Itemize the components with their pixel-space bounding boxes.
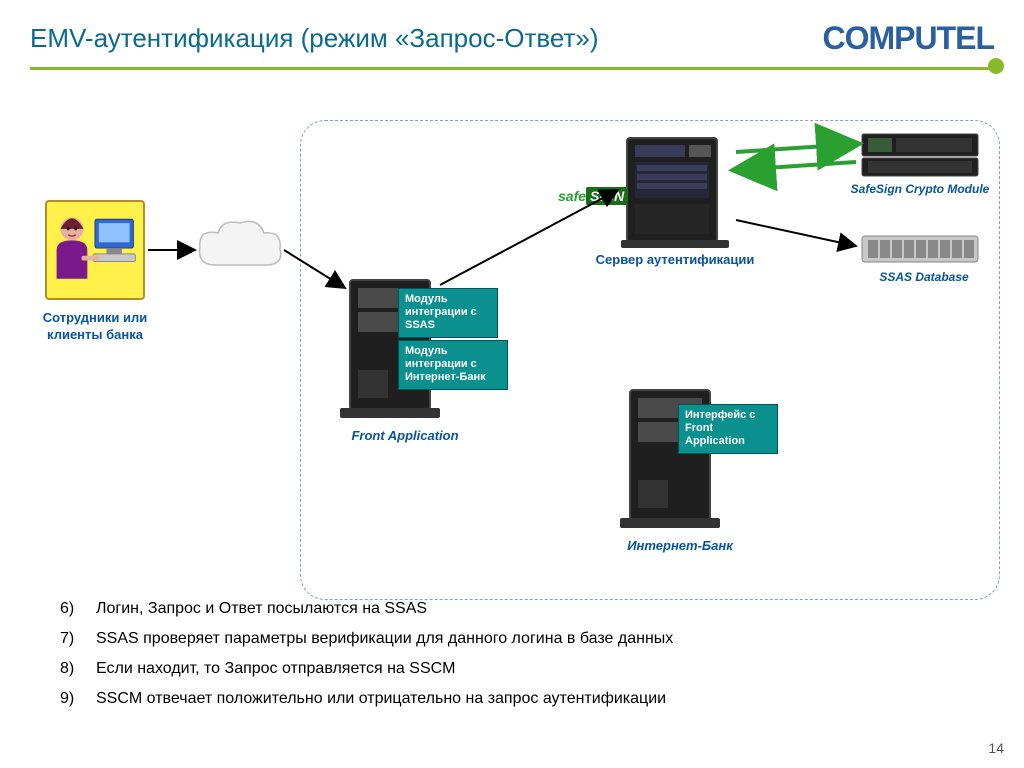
user-icon xyxy=(45,200,145,300)
crypto-module-icon xyxy=(860,130,980,180)
diagram-canvas: Сотрудники или клиенты банка Модуль инте… xyxy=(0,90,1024,610)
front-app-label: Front Application xyxy=(335,428,475,443)
safesign-sign: SIGN xyxy=(586,187,628,205)
company-logo: COMPUTEL xyxy=(822,20,994,57)
page-number: 14 xyxy=(988,740,1004,756)
page-title: EMV-аутентификация (режим «Запрос-Ответ»… xyxy=(30,23,599,54)
safesign-logo: safeSIGN xyxy=(558,188,628,204)
list-item: 9)SSCM отвечает положительно или отрицат… xyxy=(60,690,940,708)
crypto-module-label: SafeSign Crypto Module xyxy=(850,182,990,196)
ssas-db-icon xyxy=(860,230,980,270)
internet-bank-server-icon xyxy=(620,380,730,530)
safesign-safe: safe xyxy=(558,188,586,204)
list-item: 8)Если находит, то Запрос отправляется н… xyxy=(60,660,940,678)
list-item: 7)SSAS проверяет параметры верификации д… xyxy=(60,630,940,648)
cloud-icon xyxy=(195,220,285,275)
internet-bank-label: Интернет-Банк xyxy=(610,538,750,553)
ssas-db-label: SSAS Database xyxy=(864,270,984,284)
list-item: 6)Логин, Запрос и Ответ посылаются на SS… xyxy=(60,600,940,618)
steps-list: 6)Логин, Запрос и Ответ посылаются на SS… xyxy=(60,600,940,720)
module-ssas-tag: Модуль интеграции с SSAS xyxy=(398,288,498,338)
divider xyxy=(0,57,1024,70)
auth-server-icon xyxy=(615,130,735,250)
module-front-interface-tag: Интерфейс с Front Application xyxy=(678,404,778,454)
user-label: Сотрудники или клиенты банка xyxy=(30,310,160,344)
module-internetbank-tag: Модуль интеграции с Интернет-Банк xyxy=(398,340,508,390)
auth-server-label: Сервер аутентификации xyxy=(570,252,780,267)
